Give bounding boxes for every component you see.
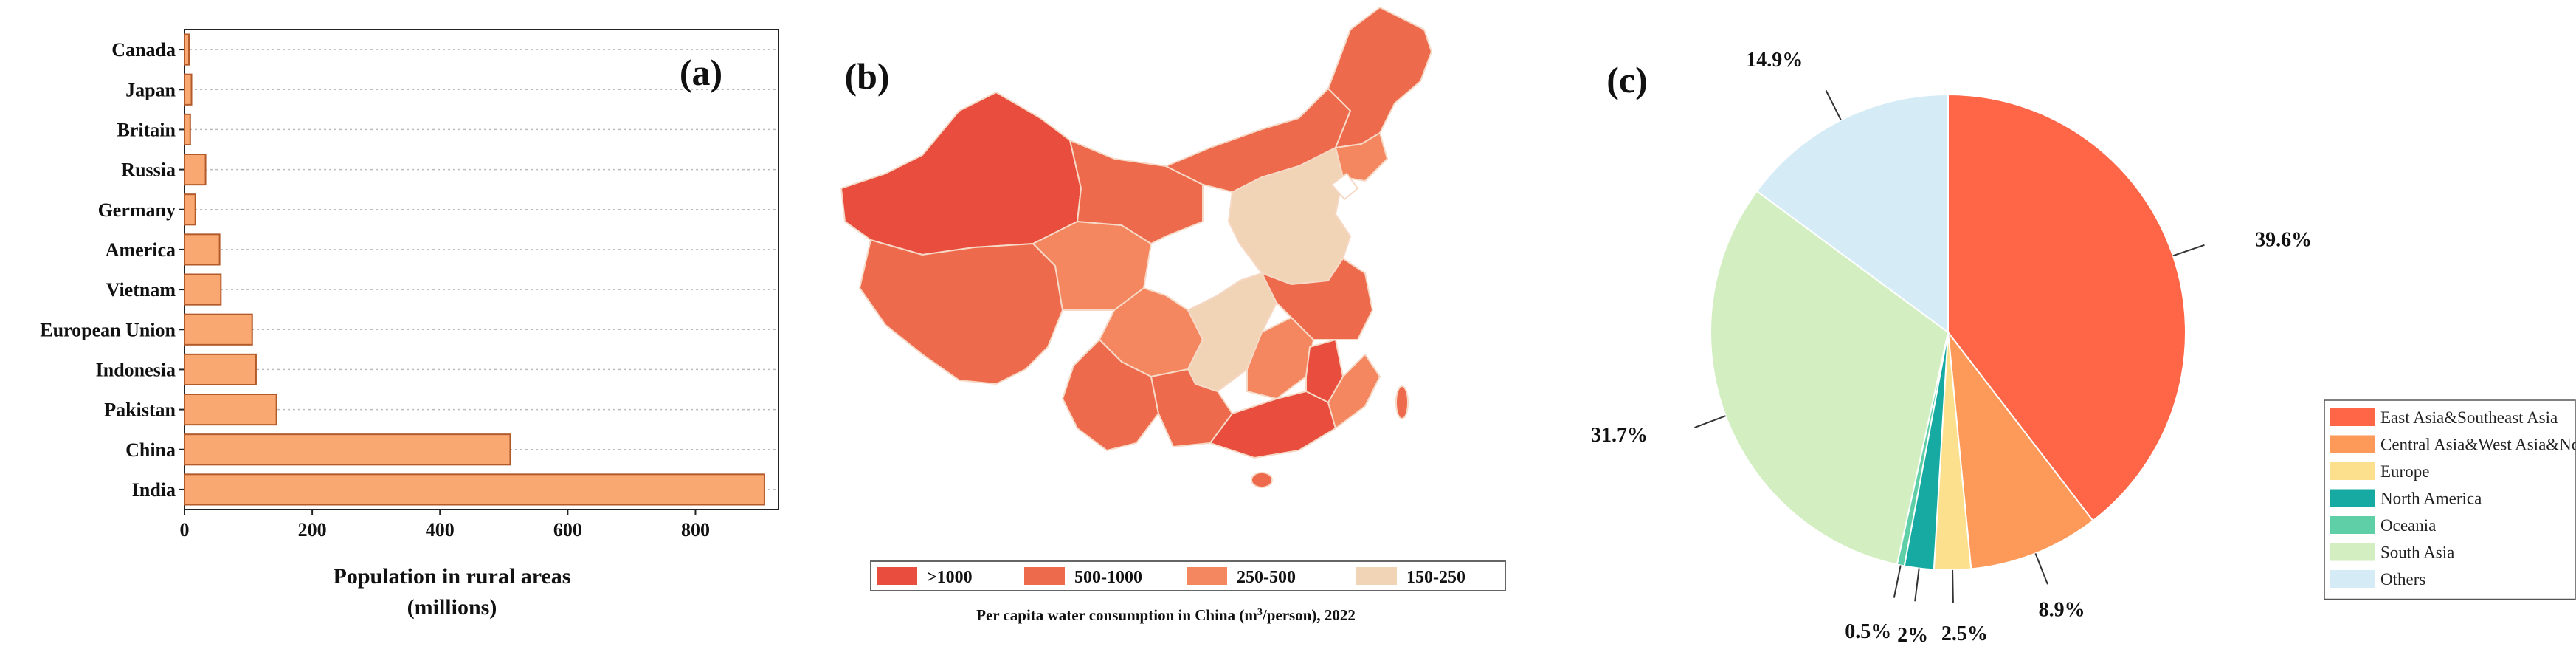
category-label: Indonesia: [96, 359, 176, 380]
map-legend-swatch: [1187, 567, 1227, 585]
pie-legend-swatch: [2330, 570, 2375, 588]
region-fujian: [1327, 354, 1381, 429]
region-yunnan: [1062, 339, 1159, 451]
pie-legend-swatch: [2330, 435, 2375, 453]
leader-line: [2172, 244, 2205, 257]
map-legend-label: 150-250: [1406, 568, 1465, 587]
category-label: Canada: [111, 39, 176, 61]
region-share-pie-chart: (c) 39.6% 8.9% 2.5% 2% 0.5% 31.7% 14.9% East Asi…: [1586, 0, 2576, 655]
leader-line: [1893, 565, 1902, 598]
bar-japan: [184, 73, 193, 106]
region-taiwan: [1395, 385, 1409, 419]
leader-line: [1825, 89, 1842, 121]
panel-label-c: (c): [1606, 59, 1648, 100]
map-legend-box: [870, 560, 1506, 591]
pie-chart-svg: (c) 39.6% 8.9% 2.5% 2% 0.5% 31.7% 14.9% East Asi…: [1591, 49, 2576, 647]
x-tick-label: 0: [180, 519, 190, 541]
region-northwest: [840, 92, 1082, 256]
bar-britain: [184, 113, 191, 145]
pie-legend-swatch: [2330, 462, 2375, 480]
category-label: Vietnam: [106, 279, 176, 301]
pie-legend-label: East Asia&Southeast Asia: [2380, 408, 2558, 427]
slice-percent-label: 2.5%: [1941, 623, 1988, 645]
slice-percent-label: 14.9%: [1746, 49, 1803, 72]
rural-population-chart: India China Pakistan Indonesia European Unio…: [0, 0, 797, 655]
pie-legend-swatch: [2330, 516, 2375, 534]
pie-legend-label: Oceania: [2380, 516, 2436, 535]
pie-slice-south-asia: [1710, 190, 1950, 566]
bar-america: [184, 233, 221, 266]
pie-legend-label: Others: [2380, 570, 2425, 589]
pie-legend-label: North America: [2380, 490, 2482, 508]
pie-legend-label: South Asia: [2380, 543, 2454, 562]
region-east-coast: [1261, 258, 1373, 340]
category-label: Britain: [117, 119, 176, 140]
bar-pakistan: [184, 394, 277, 426]
map-regions: [840, 7, 1432, 488]
pie-legend-label: Central Asia&West Asia&North Africa: [2380, 436, 2576, 454]
pie-legend-swatch: [2330, 543, 2375, 561]
map-caption-text-end: /person), 2022: [1262, 606, 1356, 624]
region-tibet: [859, 239, 1063, 385]
map-legend-label: 500-1000: [1074, 568, 1142, 587]
bar-india: [184, 473, 765, 506]
pie-slice-others: [1755, 93, 1949, 334]
map-caption-text: Per capita water consumption in China (m: [976, 606, 1257, 624]
slice-percent-label: 8.9%: [2039, 599, 2085, 622]
plot-frame: [184, 29, 779, 510]
bar-china: [184, 433, 511, 466]
region-northeast: [1327, 7, 1432, 148]
region-beijing-tianjin: [1331, 173, 1358, 200]
leader-line: [1914, 568, 1920, 602]
bar-russia: [184, 154, 207, 186]
map-legend-label: >1000: [927, 568, 973, 587]
leader-line: [1694, 415, 1726, 428]
bar-chart-svg: India China Pakistan Indonesia European Unio…: [40, 29, 779, 620]
category-label: Germany: [98, 199, 176, 221]
bar-canada: [184, 33, 190, 66]
map-legend-label: 250-500: [1237, 568, 1296, 587]
map-caption: Per capita water consumption in China (m…: [976, 606, 1356, 624]
x-tick-label: 200: [298, 519, 327, 541]
x-tick-label: 800: [681, 519, 710, 541]
pie-slice-central-asia-west-asia-north-africa: [1947, 329, 2094, 570]
category-label: Russia: [121, 160, 176, 181]
map-svg: (b) >1000 500-1000 250-500 150-250 Per capita…: [840, 7, 1506, 624]
panel-label-a: (a): [680, 52, 722, 93]
x-axis-title-unit: (millions): [407, 595, 497, 620]
bar-european-union: [184, 313, 253, 346]
slice-percent-label: 39.6%: [2255, 229, 2312, 252]
region-north-plain: [1228, 147, 1351, 285]
slice-percent-label: 2%: [1897, 624, 1928, 647]
leader-line: [1952, 569, 1954, 603]
bar-vietnam: [184, 273, 222, 306]
pie-legend-swatch: [2330, 408, 2375, 426]
category-label: America: [106, 239, 176, 261]
category-label: India: [132, 479, 176, 501]
map-caption-superscript: 3: [1257, 607, 1263, 618]
x-axis-title: Population in rural areas: [334, 564, 571, 589]
category-label: Pakistan: [104, 399, 176, 421]
category-label: Japan: [125, 79, 176, 100]
region-hainan: [1251, 472, 1273, 488]
panel-label-b: (b): [844, 55, 889, 97]
x-tick-label: 400: [426, 519, 455, 541]
slice-percent-label: 31.7%: [1591, 424, 1648, 447]
region-guangdong: [1209, 391, 1336, 459]
bar-indonesia: [184, 353, 257, 386]
map-legend-swatch: [1024, 567, 1065, 585]
leader-line: [2034, 553, 2048, 585]
x-tick-label: 600: [553, 519, 582, 541]
pie-legend-label: Europe: [2380, 462, 2429, 481]
category-label: China: [125, 439, 176, 461]
china-water-map: (b) >1000 500-1000 250-500 150-250 Per capita…: [819, 0, 1557, 655]
bar-germany: [184, 193, 196, 226]
category-label: European Union: [40, 319, 176, 340]
pie-legend-swatch: [2330, 489, 2375, 507]
map-legend-swatch: [1356, 567, 1397, 585]
region-gansu: [1069, 140, 1204, 244]
map-legend-swatch: [877, 567, 917, 585]
slice-percent-label: 0.5%: [1845, 620, 1891, 643]
